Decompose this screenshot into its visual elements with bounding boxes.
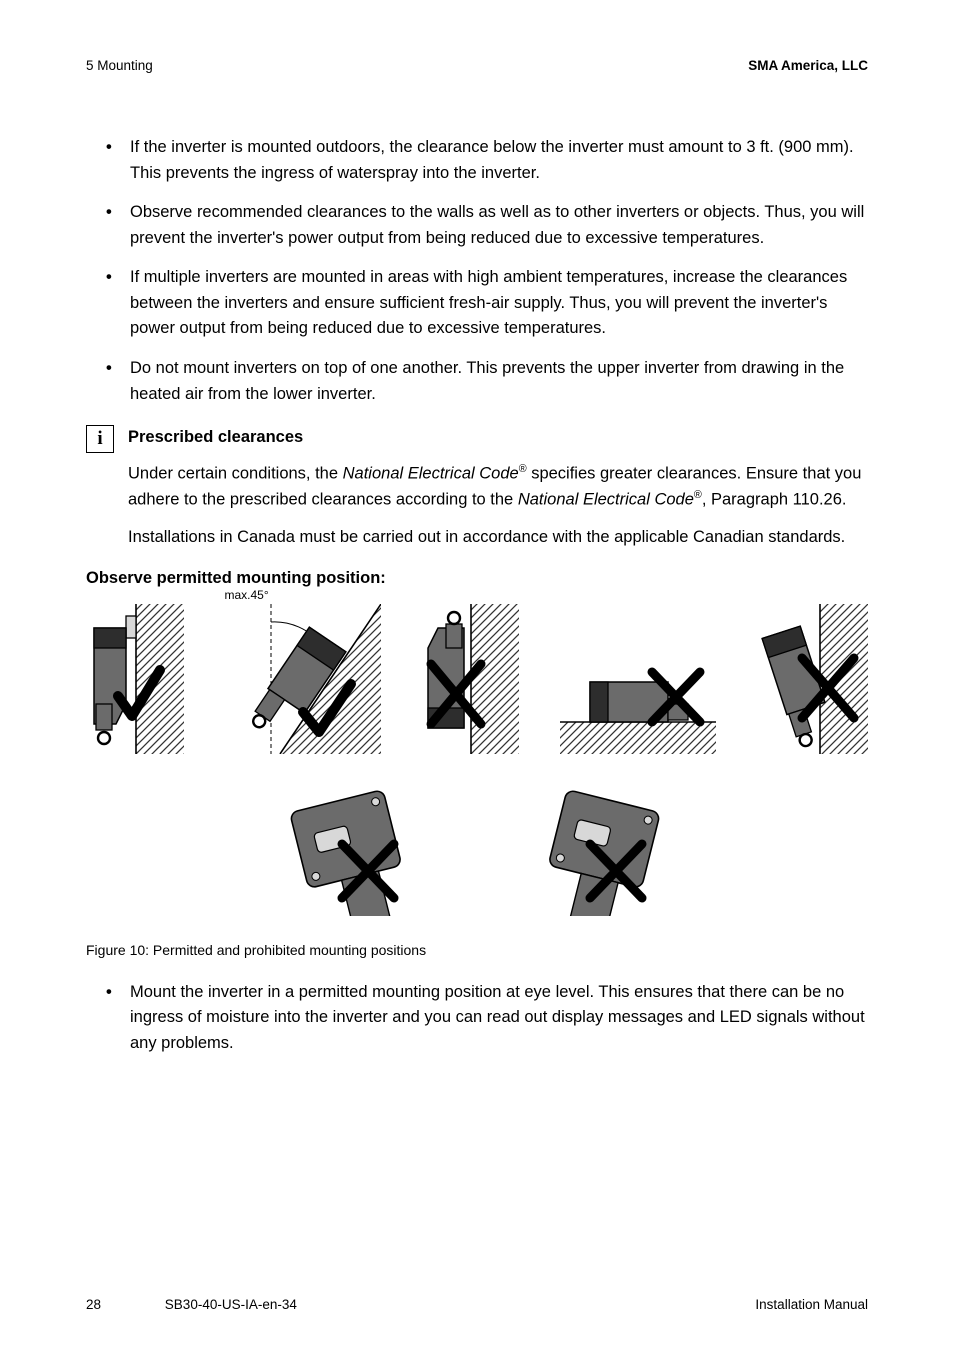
info-text: National Electrical Code	[518, 491, 694, 509]
bullet-item: Observe recommended clearances to the wa…	[130, 200, 868, 251]
reg-mark: ®	[694, 489, 702, 501]
header-company: SMA America, LLC	[748, 58, 868, 73]
mount-skew-right-bad-icon	[532, 788, 672, 916]
figure-row-2	[86, 788, 868, 916]
bullet-item: If the inverter is mounted outdoors, the…	[130, 135, 868, 186]
info-title: Prescribed clearances	[128, 425, 303, 447]
mount-vertical-ok-icon	[86, 604, 184, 754]
info-text: National Electrical Code	[343, 465, 519, 483]
info-text: Installations in Canada must be carried …	[128, 525, 868, 551]
doc-code: SB30-40-US-IA-en-34	[165, 1297, 297, 1312]
section-heading: Observe permitted mounting position:	[86, 569, 868, 588]
page-number: 28	[86, 1297, 101, 1312]
angle-label: max.45°	[225, 588, 269, 602]
info-text: , Paragraph 110.26.	[702, 491, 847, 509]
bullet-item: If multiple inverters are mounted in are…	[130, 265, 868, 342]
bullet-item: Mount the inverter in a permitted mounti…	[130, 980, 868, 1057]
bullet-item: Do not mount inverters on top of one ano…	[130, 356, 868, 407]
info-body: Under certain conditions, the National E…	[86, 461, 868, 551]
reg-mark: ®	[519, 463, 527, 475]
mount-backtilt-bad-icon	[756, 604, 868, 754]
mount-tilted-ok-icon	[225, 604, 381, 754]
mount-inverted-bad-icon	[421, 604, 519, 754]
info-text: Under certain conditions, the	[128, 465, 343, 483]
manual-label: Installation Manual	[755, 1297, 868, 1312]
mount-skew-left-bad-icon	[282, 788, 422, 916]
bullet-list-2: Mount the inverter in a permitted mounti…	[86, 980, 868, 1057]
figure-row-1: max.45°	[86, 604, 868, 754]
header-section: 5 Mounting	[86, 58, 153, 73]
info-icon: i	[86, 425, 114, 453]
footer: 28 SB30-40-US-IA-en-34 Installation Manu…	[86, 1297, 868, 1312]
bullet-list-1: If the inverter is mounted outdoors, the…	[86, 135, 868, 407]
figure-caption: Figure 10: Permitted and prohibited moun…	[86, 942, 868, 958]
mount-ceiling-bad-icon	[560, 666, 716, 754]
